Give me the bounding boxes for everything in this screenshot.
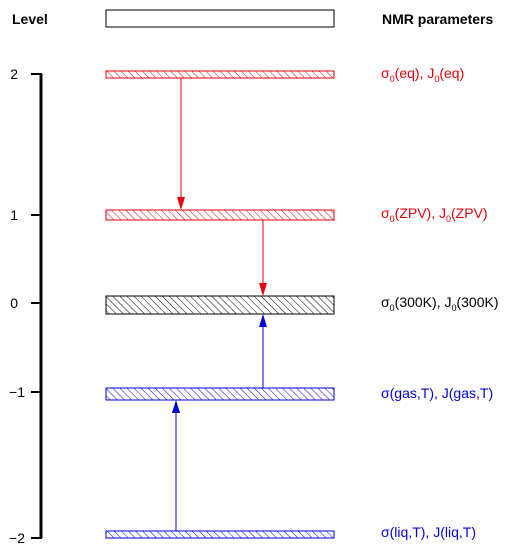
param-label-eq: σ0(eq), J0(eq) <box>381 65 464 84</box>
level-bar-300k <box>105 295 335 315</box>
tick-label-minus-1: −1 <box>9 384 25 400</box>
level-header: Level <box>12 11 48 27</box>
arrow-gas-to-300k <box>259 314 267 388</box>
header-legend-box <box>105 9 335 28</box>
param-label-liq: σ(liq,T), J(liq,T) <box>381 524 476 540</box>
level-bar-eq <box>105 70 335 79</box>
level-bar-zpv <box>105 209 335 221</box>
param-label-zpv: σ0(ZPV), J0(ZPV) <box>381 205 488 224</box>
arrow-zpv-to-300k <box>259 220 267 296</box>
level-bar-liq <box>105 530 335 539</box>
arrow-liq-to-gas <box>172 400 180 531</box>
tick-label-1: 1 <box>10 207 18 223</box>
tick-label-0: 0 <box>10 295 18 311</box>
param-label-gas: σ(gas,T), J(gas,T) <box>381 385 493 401</box>
nmr-parameters-header: NMR parameters <box>382 11 493 27</box>
level-bar-gas <box>105 387 335 401</box>
tick-label-2: 2 <box>10 66 18 82</box>
tick-label-minus-2: −2 <box>9 530 25 546</box>
arrow-eq-to-zpv <box>177 78 185 210</box>
param-label-300k: σ0(300K), J0(300K) <box>381 294 499 313</box>
